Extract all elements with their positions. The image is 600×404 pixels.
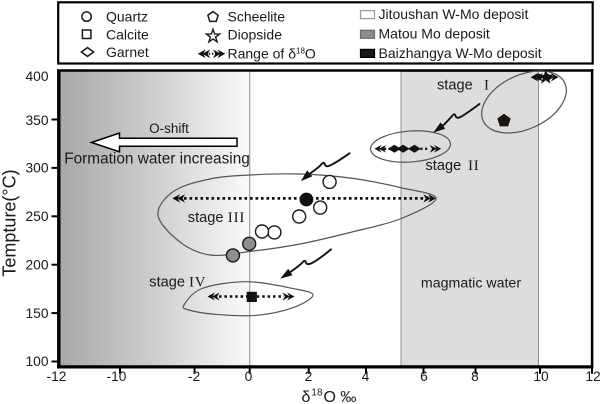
svg-text:Calcite: Calcite [106, 26, 149, 42]
svg-text:250: 250 [25, 209, 48, 224]
svg-text:8: 8 [471, 369, 479, 384]
svg-text:magmatic water: magmatic water [421, 275, 521, 291]
svg-text:O-shift: O-shift [149, 121, 189, 136]
svg-text:Formation water increasing: Formation water increasing [64, 150, 250, 167]
svg-text:2: 2 [305, 369, 313, 384]
svg-text:-2: -2 [188, 369, 200, 384]
svg-text:I: I [484, 77, 490, 93]
svg-text:12: 12 [585, 369, 600, 384]
svg-text:Diopside: Diopside [228, 26, 283, 42]
svg-text:Jitoushan W-Mo deposit: Jitoushan W-Mo deposit [379, 6, 529, 22]
svg-text:Matou Mo deposit: Matou Mo deposit [379, 26, 490, 42]
svg-text:stage: stage [149, 275, 185, 291]
svg-text:δ18O ‰: δ18O ‰ [302, 388, 357, 404]
svg-text:150: 150 [25, 306, 48, 321]
svg-text:Garnet: Garnet [106, 44, 149, 60]
svg-text:400: 400 [25, 69, 48, 84]
svg-text:10: 10 [533, 369, 549, 384]
svg-text:II: II [468, 158, 480, 174]
svg-text:350: 350 [25, 113, 48, 128]
svg-text:Range of δ18O: Range of δ18O [228, 46, 316, 62]
svg-text:6: 6 [420, 369, 428, 384]
svg-text:stage: stage [188, 210, 224, 226]
svg-text:Tempture(°C): Tempture(°C) [0, 169, 20, 276]
svg-text:stage: stage [426, 158, 462, 174]
svg-text:Quartz: Quartz [106, 9, 148, 25]
svg-text:0: 0 [245, 369, 253, 384]
svg-text:Baizhangya W-Mo deposit: Baizhangya W-Mo deposit [379, 45, 542, 61]
svg-text:IV: IV [189, 275, 206, 291]
svg-text:300: 300 [25, 161, 48, 176]
svg-text:-10: -10 [107, 369, 127, 384]
svg-text:100: 100 [25, 354, 48, 369]
svg-text:Scheelite: Scheelite [228, 9, 286, 25]
svg-text:III: III [228, 210, 245, 226]
svg-text:200: 200 [25, 257, 48, 272]
svg-text:-12: -12 [47, 369, 67, 384]
svg-text:stage: stage [437, 77, 473, 93]
svg-text:4: 4 [362, 369, 370, 384]
